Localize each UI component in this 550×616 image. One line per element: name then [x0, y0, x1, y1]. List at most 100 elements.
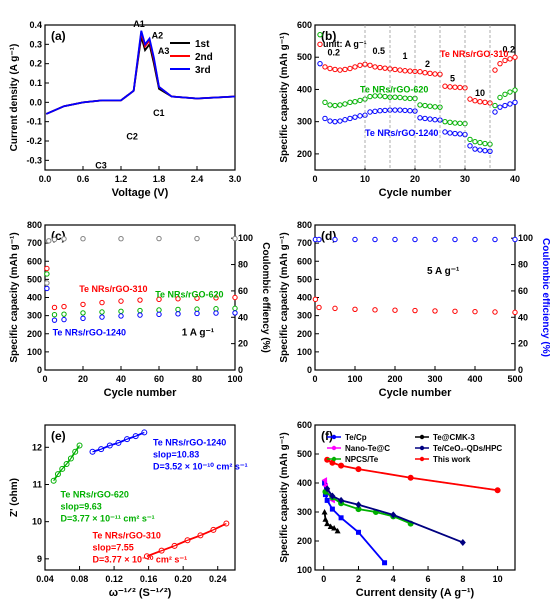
data-point	[232, 310, 238, 316]
data-point	[156, 307, 162, 313]
y-tick-label: 300	[27, 311, 42, 321]
series-coulombic-efficiency	[44, 235, 238, 286]
y-tick-label: 600	[297, 256, 312, 266]
y2-tick-label: 80	[238, 260, 248, 270]
data-point	[372, 64, 378, 70]
data-point	[427, 70, 433, 77]
data-point	[447, 84, 453, 90]
data-point	[232, 294, 238, 301]
y2-tick-label: 80	[518, 260, 528, 270]
data-point	[80, 310, 86, 316]
data-point	[317, 41, 323, 48]
data-point	[99, 314, 105, 320]
data-point	[44, 265, 50, 272]
data-point	[397, 107, 403, 113]
x-axis-label: Cycle number	[379, 187, 452, 199]
y-tick-label: 100	[297, 347, 312, 357]
legend-label: This work	[433, 455, 471, 464]
data-point	[507, 101, 513, 107]
series-label: Te NRs/rGO-620	[155, 290, 223, 300]
series-line	[323, 511, 338, 532]
x-tick-label: 0.24	[209, 574, 227, 584]
data-point	[213, 306, 219, 312]
data-point	[447, 119, 453, 126]
y-tick-label: 400	[297, 293, 312, 303]
data-point	[432, 71, 438, 77]
legend-label: Te/Cp	[345, 433, 367, 442]
data-point	[432, 308, 438, 314]
data-point	[492, 109, 498, 115]
y-tick-label: 400	[297, 84, 312, 94]
panel-d: (d)0 100 200 300 400 500010020030040050060070…	[279, 220, 550, 399]
panel-label: (a)	[51, 29, 66, 43]
panel-c: (c)0 20 40 60 80 1000100200300400500600700800…	[9, 220, 271, 399]
data-point	[321, 509, 328, 515]
data-point	[137, 307, 143, 314]
data-point	[51, 304, 58, 311]
data-point	[367, 93, 373, 100]
data-point	[472, 146, 478, 152]
data-point	[452, 84, 458, 90]
y2-tick-label: 40	[518, 312, 528, 322]
x-tick-label: 0	[312, 374, 317, 384]
plot-frame	[44, 24, 236, 171]
data-point	[137, 312, 143, 318]
panel-a: (a) 0.0 0.6 1.2 1.8 2.4 3.0 -0.3 -0.2 -0.1 0.0 0.1 0…	[9, 19, 241, 199]
y-tick-label: 500	[297, 52, 312, 62]
data-point	[377, 64, 383, 71]
y-tick-label: 0.3	[29, 39, 42, 49]
data-point	[422, 115, 428, 122]
x-tick-label: 0.6	[77, 174, 90, 184]
peak-label: C2	[126, 132, 138, 142]
data-point	[477, 139, 483, 146]
data-point	[342, 101, 348, 107]
y2-tick-label: 60	[518, 286, 528, 296]
data-point	[492, 309, 498, 315]
data-point	[337, 67, 343, 73]
legend-marker	[331, 456, 337, 462]
peak-label: A3	[158, 46, 170, 56]
series-capacity	[312, 296, 518, 316]
rate-label: 5	[450, 73, 455, 83]
data-point	[457, 131, 463, 137]
data-point	[327, 118, 333, 124]
x-tick-label: 0.04	[36, 574, 54, 584]
y-tick-label: 700	[27, 238, 42, 248]
data-point	[442, 118, 448, 125]
series-line	[326, 459, 498, 491]
y-tick-label: 600	[297, 420, 312, 430]
data-point	[332, 66, 338, 73]
x-tick-label: 100	[227, 374, 242, 384]
data-point	[442, 129, 448, 135]
data-point	[502, 102, 508, 109]
data-point	[332, 102, 338, 109]
series-line	[146, 522, 227, 557]
data-point	[422, 69, 428, 76]
series-label: Te NRs/rGO-310	[79, 284, 147, 294]
data-point	[232, 235, 238, 242]
data-point	[118, 308, 124, 314]
data-point	[412, 307, 418, 314]
x-tick-label: 300	[427, 374, 442, 384]
data-point	[61, 236, 67, 242]
plot-frame	[44, 424, 236, 571]
data-point	[392, 307, 398, 313]
data-point	[477, 98, 483, 105]
data-point	[412, 236, 418, 243]
data-point	[352, 114, 358, 120]
data-point	[61, 316, 67, 323]
data-point	[432, 117, 438, 123]
y-tick-label: 0.4	[29, 20, 42, 30]
rate-label: 1	[403, 51, 408, 61]
data-point	[372, 307, 378, 313]
data-point	[467, 143, 473, 149]
data-point	[156, 296, 162, 303]
data-point	[342, 66, 348, 73]
slope-annotation: D=3.77 × 10⁻¹⁰ cm² s⁻¹	[93, 554, 188, 564]
x-tick-label: 0.16	[140, 574, 158, 584]
data-point	[317, 31, 323, 38]
data-point	[352, 64, 358, 70]
slope-annotation: slop=10.83	[153, 449, 199, 459]
legend-label: Nano-Te@C	[345, 444, 390, 453]
data-point	[316, 236, 322, 243]
